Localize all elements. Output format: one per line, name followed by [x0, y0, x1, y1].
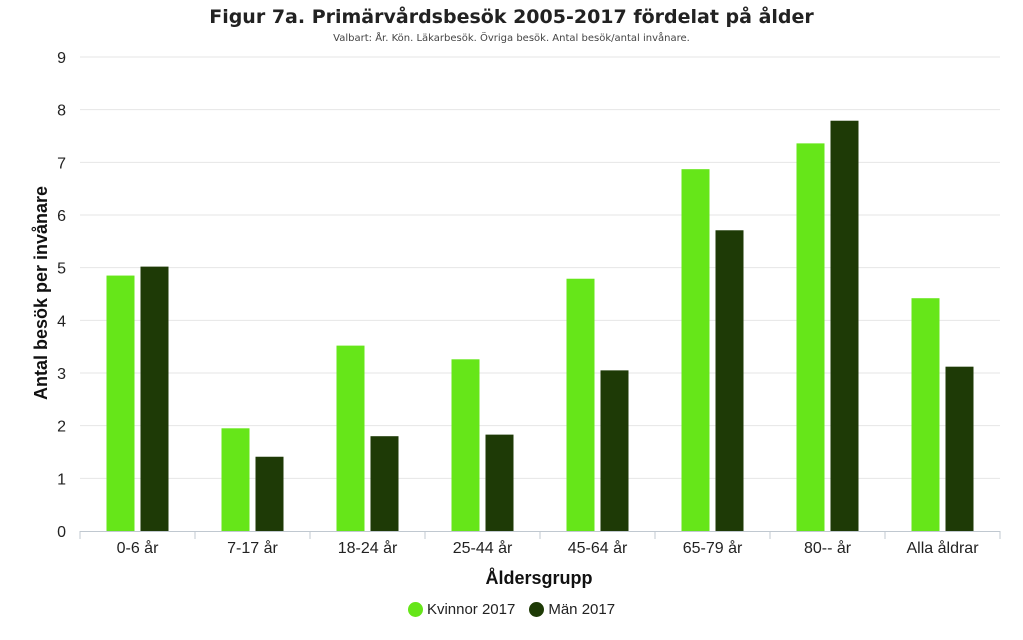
- bar-kvinnor-6[interactable]: [796, 143, 825, 531]
- gridlines: [80, 56, 1000, 479]
- x-tick-label: 45-64 år: [568, 539, 628, 557]
- legend-swatch-man: [529, 602, 545, 617]
- legend-item-kvinnor[interactable]: Kvinnor 2017: [407, 601, 516, 618]
- bar-kvinnor-5[interactable]: [681, 169, 710, 531]
- chart-title: Figur 7a. Primärvårdsbesök 2005-2017 för…: [209, 6, 814, 28]
- x-tick-label: Alla åldrar: [906, 539, 979, 557]
- legend-item-man[interactable]: Män 2017: [529, 601, 615, 618]
- x-axis-label: Åldersgrupp: [485, 568, 592, 588]
- y-tick-label: 6: [57, 208, 66, 225]
- bar-kvinnor-4[interactable]: [566, 278, 595, 531]
- bars: [106, 120, 974, 532]
- y-tick-label: 0: [57, 524, 66, 541]
- x-tick-label: 0-6 år: [117, 539, 159, 557]
- chart-subtitle: Valbart: År. Kön. Läkarbesök. Övriga bes…: [333, 33, 690, 44]
- bar-kvinnor-0[interactable]: [106, 275, 135, 531]
- y-tick-label: 2: [57, 419, 66, 436]
- x-axis-ticks: 0-6 år 7-17 år 18-24 år 25-44 år 45-64 år 65-…: [79, 531, 1001, 557]
- x-tick-label: 80-- år: [804, 539, 852, 557]
- bar-kvinnor-1[interactable]: [221, 428, 250, 531]
- bar-man-5[interactable]: [715, 230, 744, 532]
- x-tick-label: 25-44 år: [453, 539, 513, 557]
- bar-man-2[interactable]: [370, 436, 399, 531]
- legend-swatch-kvinnor: [407, 602, 423, 617]
- legend-label-kvinnor: Kvinnor 2017: [426, 601, 516, 618]
- bar-man-3[interactable]: [485, 434, 514, 531]
- bar-man-7[interactable]: [945, 366, 974, 531]
- bar-kvinnor-2[interactable]: [336, 345, 365, 531]
- y-tick-label: 9: [57, 50, 66, 67]
- y-tick-label: 4: [57, 313, 66, 330]
- y-tick-label: 7: [57, 155, 66, 172]
- bar-man-0[interactable]: [140, 266, 169, 531]
- y-tick-label: 1: [57, 471, 66, 488]
- y-tick-label: 8: [57, 103, 66, 120]
- bar-man-1[interactable]: [255, 456, 284, 531]
- bar-kvinnor-7[interactable]: [911, 298, 940, 531]
- bar-man-4[interactable]: [600, 370, 629, 531]
- x-tick-label: 18-24 år: [338, 539, 398, 557]
- y-axis-ticks: 0 1 2 3 4 5 6 7 8 9: [57, 50, 66, 541]
- legend-label-man: Män 2017: [548, 601, 616, 618]
- y-tick-label: 5: [57, 261, 66, 278]
- legend: Kvinnor 2017 Män 2017: [0, 601, 1023, 618]
- y-tick-label: 3: [57, 366, 66, 383]
- bar-kvinnor-3[interactable]: [451, 359, 480, 531]
- x-tick-label: 7-17 år: [227, 539, 278, 557]
- y-axis-label: Antal besök per invånare: [31, 186, 51, 400]
- bar-chart: 0 1 2 3 4 5 6 7 8 9 0-6 år 7-17 år 18-24 år 25-44 år…: [31, 50, 1001, 588]
- bar-man-6[interactable]: [830, 120, 859, 531]
- x-tick-label: 65-79 år: [683, 539, 743, 557]
